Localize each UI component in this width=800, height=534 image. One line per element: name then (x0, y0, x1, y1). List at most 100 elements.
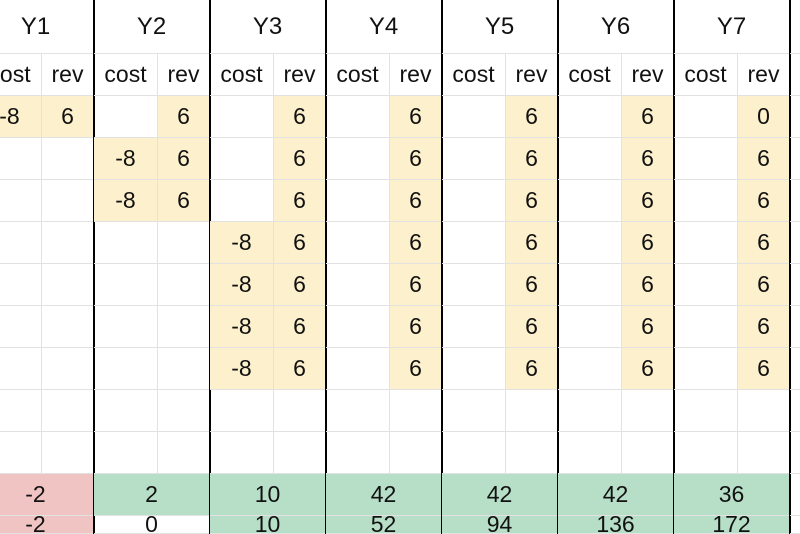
cost-cell[interactable]: -8 (210, 306, 274, 348)
cost-cell[interactable] (326, 96, 390, 138)
cost-cell[interactable]: -8 (210, 222, 274, 264)
cost-cell[interactable] (94, 348, 158, 390)
cost-cell[interactable] (210, 390, 274, 432)
cost-cell[interactable] (558, 264, 622, 306)
rev-cell[interactable]: 6 (158, 180, 210, 222)
cost-cell[interactable] (0, 390, 42, 432)
year-header-y4[interactable]: Y4 (326, 0, 442, 54)
rev-cell[interactable]: 6 (622, 348, 674, 390)
cumulative-total-cell[interactable]: 94 (442, 511, 558, 534)
rev-cell[interactable] (158, 264, 210, 306)
empty-cell[interactable] (390, 432, 442, 474)
cost-cell[interactable] (790, 180, 800, 222)
rev-cell[interactable] (42, 264, 94, 306)
cost-cell[interactable] (442, 222, 506, 264)
cost-cell[interactable] (210, 180, 274, 222)
annual-total-cell[interactable] (790, 474, 800, 516)
rev-cell[interactable]: 6 (622, 138, 674, 180)
cost-cell[interactable] (674, 306, 738, 348)
rev-cell[interactable] (622, 390, 674, 432)
rev-cell[interactable] (158, 390, 210, 432)
annual-total-cell[interactable]: 42 (558, 474, 674, 516)
rev-cell[interactable]: 6 (506, 138, 558, 180)
rev-cell[interactable]: 6 (274, 348, 326, 390)
rev-cell[interactable]: 6 (506, 180, 558, 222)
rev-cell[interactable] (158, 306, 210, 348)
rev-cell[interactable]: 6 (390, 180, 442, 222)
cost-cell[interactable] (0, 306, 42, 348)
cost-cell[interactable] (326, 348, 390, 390)
empty-cell[interactable] (210, 432, 274, 474)
rev-cell[interactable]: 6 (158, 138, 210, 180)
rev-cell[interactable]: 6 (506, 348, 558, 390)
rev-header[interactable]: rev (738, 54, 790, 96)
cost-cell[interactable] (558, 138, 622, 180)
rev-cell[interactable]: 0 (738, 96, 790, 138)
cost-cell[interactable]: -8 (210, 348, 274, 390)
annual-total-cell[interactable]: -2 (0, 474, 94, 516)
cost-cell[interactable] (0, 138, 42, 180)
cost-cell[interactable] (674, 264, 738, 306)
rev-cell[interactable]: 6 (274, 180, 326, 222)
rev-cell[interactable]: 6 (738, 264, 790, 306)
cost-header[interactable]: cost (210, 54, 274, 96)
cumulative-total-cell[interactable]: 136 (558, 511, 674, 534)
cost-cell[interactable] (790, 348, 800, 390)
rev-cell[interactable] (42, 138, 94, 180)
cost-cell[interactable] (674, 96, 738, 138)
cost-cell[interactable] (558, 180, 622, 222)
year-header-y5[interactable]: Y5 (442, 0, 558, 54)
rev-header[interactable]: rev (274, 54, 326, 96)
empty-cell[interactable] (622, 432, 674, 474)
year-header-y2[interactable]: Y2 (94, 0, 210, 54)
cost-cell[interactable] (442, 264, 506, 306)
cost-cell[interactable]: -8 (210, 264, 274, 306)
cost-cell[interactable] (326, 180, 390, 222)
cost-cell[interactable] (558, 96, 622, 138)
rev-cell[interactable]: 6 (274, 264, 326, 306)
rev-cell[interactable]: 6 (738, 348, 790, 390)
cost-header[interactable]: cost (0, 54, 42, 96)
cost-cell[interactable] (94, 390, 158, 432)
cost-cell[interactable] (790, 390, 800, 432)
empty-cell[interactable] (326, 432, 390, 474)
rev-cell[interactable] (158, 222, 210, 264)
cost-header[interactable]: c (790, 54, 800, 96)
rev-cell[interactable] (42, 222, 94, 264)
cost-cell[interactable] (94, 222, 158, 264)
rev-cell[interactable]: 6 (738, 180, 790, 222)
annual-total-cell[interactable]: 10 (210, 474, 326, 516)
rev-cell[interactable]: 6 (506, 306, 558, 348)
empty-cell[interactable] (42, 432, 94, 474)
cost-cell[interactable] (326, 390, 390, 432)
rev-header[interactable]: rev (158, 54, 210, 96)
cost-cell[interactable]: -8 (94, 138, 158, 180)
cost-cell[interactable] (442, 348, 506, 390)
cost-cell[interactable] (790, 264, 800, 306)
cumulative-total-cell[interactable]: 10 (210, 511, 326, 534)
cost-cell[interactable] (326, 138, 390, 180)
cost-cell[interactable] (790, 96, 800, 138)
cost-cell[interactable] (326, 264, 390, 306)
rev-cell[interactable]: 6 (274, 96, 326, 138)
rev-header[interactable]: rev (622, 54, 674, 96)
cost-cell[interactable] (442, 138, 506, 180)
rev-cell[interactable] (158, 348, 210, 390)
cost-cell[interactable] (790, 306, 800, 348)
cost-cell[interactable] (790, 138, 800, 180)
cost-header[interactable]: cost (94, 54, 158, 96)
cost-cell[interactable] (674, 138, 738, 180)
rev-cell[interactable]: 6 (274, 138, 326, 180)
rev-cell[interactable]: 6 (738, 222, 790, 264)
cost-cell[interactable] (558, 390, 622, 432)
rev-cell[interactable] (738, 390, 790, 432)
cost-cell[interactable] (558, 306, 622, 348)
rev-cell[interactable]: 6 (390, 306, 442, 348)
cost-header[interactable]: cost (442, 54, 506, 96)
rev-cell[interactable]: 6 (390, 264, 442, 306)
cost-cell[interactable] (558, 348, 622, 390)
annual-total-cell[interactable]: 2 (94, 474, 210, 516)
cumulative-total-cell[interactable]: 52 (326, 511, 442, 534)
rev-cell[interactable]: 6 (158, 96, 210, 138)
cost-header[interactable]: cost (674, 54, 738, 96)
